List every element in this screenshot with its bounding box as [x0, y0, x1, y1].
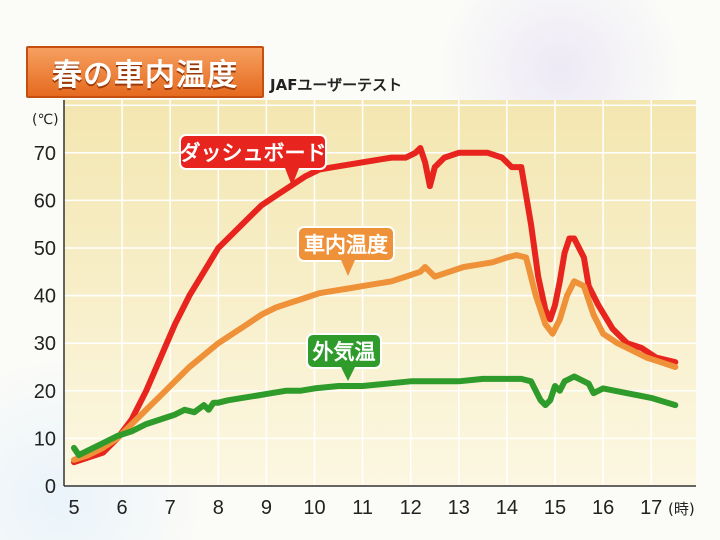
series-label-box — [179, 134, 327, 170]
y-tick-label: 0 — [45, 476, 56, 498]
page-title: 春の車内温度 — [52, 58, 238, 93]
series-label-2: 外気温 — [306, 333, 382, 381]
chart-subtitle: JAFユーザーテスト — [270, 76, 403, 94]
series-label-pointer — [341, 367, 355, 381]
x-tick-label: 17 — [640, 497, 662, 519]
y-tick-label: 50 — [34, 238, 56, 260]
x-tick-label: 11 — [352, 497, 373, 519]
x-tick-label: 7 — [165, 497, 176, 519]
y-unit-label: (℃) — [32, 112, 59, 128]
x-tick-label: 12 — [400, 497, 422, 519]
series-label-pointer — [285, 168, 299, 186]
x-tick-label: 6 — [117, 497, 128, 519]
series-line-2 — [71, 373, 679, 459]
series-label-1: 車内温度 — [297, 226, 395, 276]
y-tick-label: 10 — [34, 428, 56, 450]
x-tick-label: 14 — [496, 497, 518, 519]
series-line-1 — [71, 252, 679, 463]
y-tick-label: 40 — [34, 286, 56, 308]
x-tick-label: 16 — [592, 497, 614, 519]
series-label-text: ダッシュボード — [180, 141, 327, 165]
y-tick-label: 70 — [34, 143, 56, 165]
x-tick-label: 5 — [68, 497, 79, 519]
x-tick-label: 8 — [213, 497, 224, 519]
series-label-text: 外気温 — [313, 340, 376, 364]
title-banner: 春の車内温度 — [26, 46, 264, 98]
x-tick-label: 13 — [448, 497, 470, 519]
x-tick-label: 9 — [261, 497, 272, 519]
x-unit-label: (時) — [668, 500, 695, 518]
axes: 0 10 20 30 40 50 60 70 5 6 7 8 9 10 11 12 13 14 15 16 17 (℃) (… — [32, 100, 696, 519]
series-label-pointer — [341, 260, 355, 276]
series-lines — [71, 145, 679, 466]
y-tick-label: 20 — [34, 381, 56, 403]
series-label-0: ダッシュボード — [179, 134, 327, 186]
y-tick-label: 60 — [34, 190, 56, 212]
series-label-text: 車内温度 — [304, 233, 388, 257]
x-tick-label: 10 — [303, 497, 325, 519]
y-tick-label: 30 — [34, 333, 56, 355]
series-line-0 — [71, 145, 679, 466]
x-tick-label: 15 — [544, 497, 566, 519]
